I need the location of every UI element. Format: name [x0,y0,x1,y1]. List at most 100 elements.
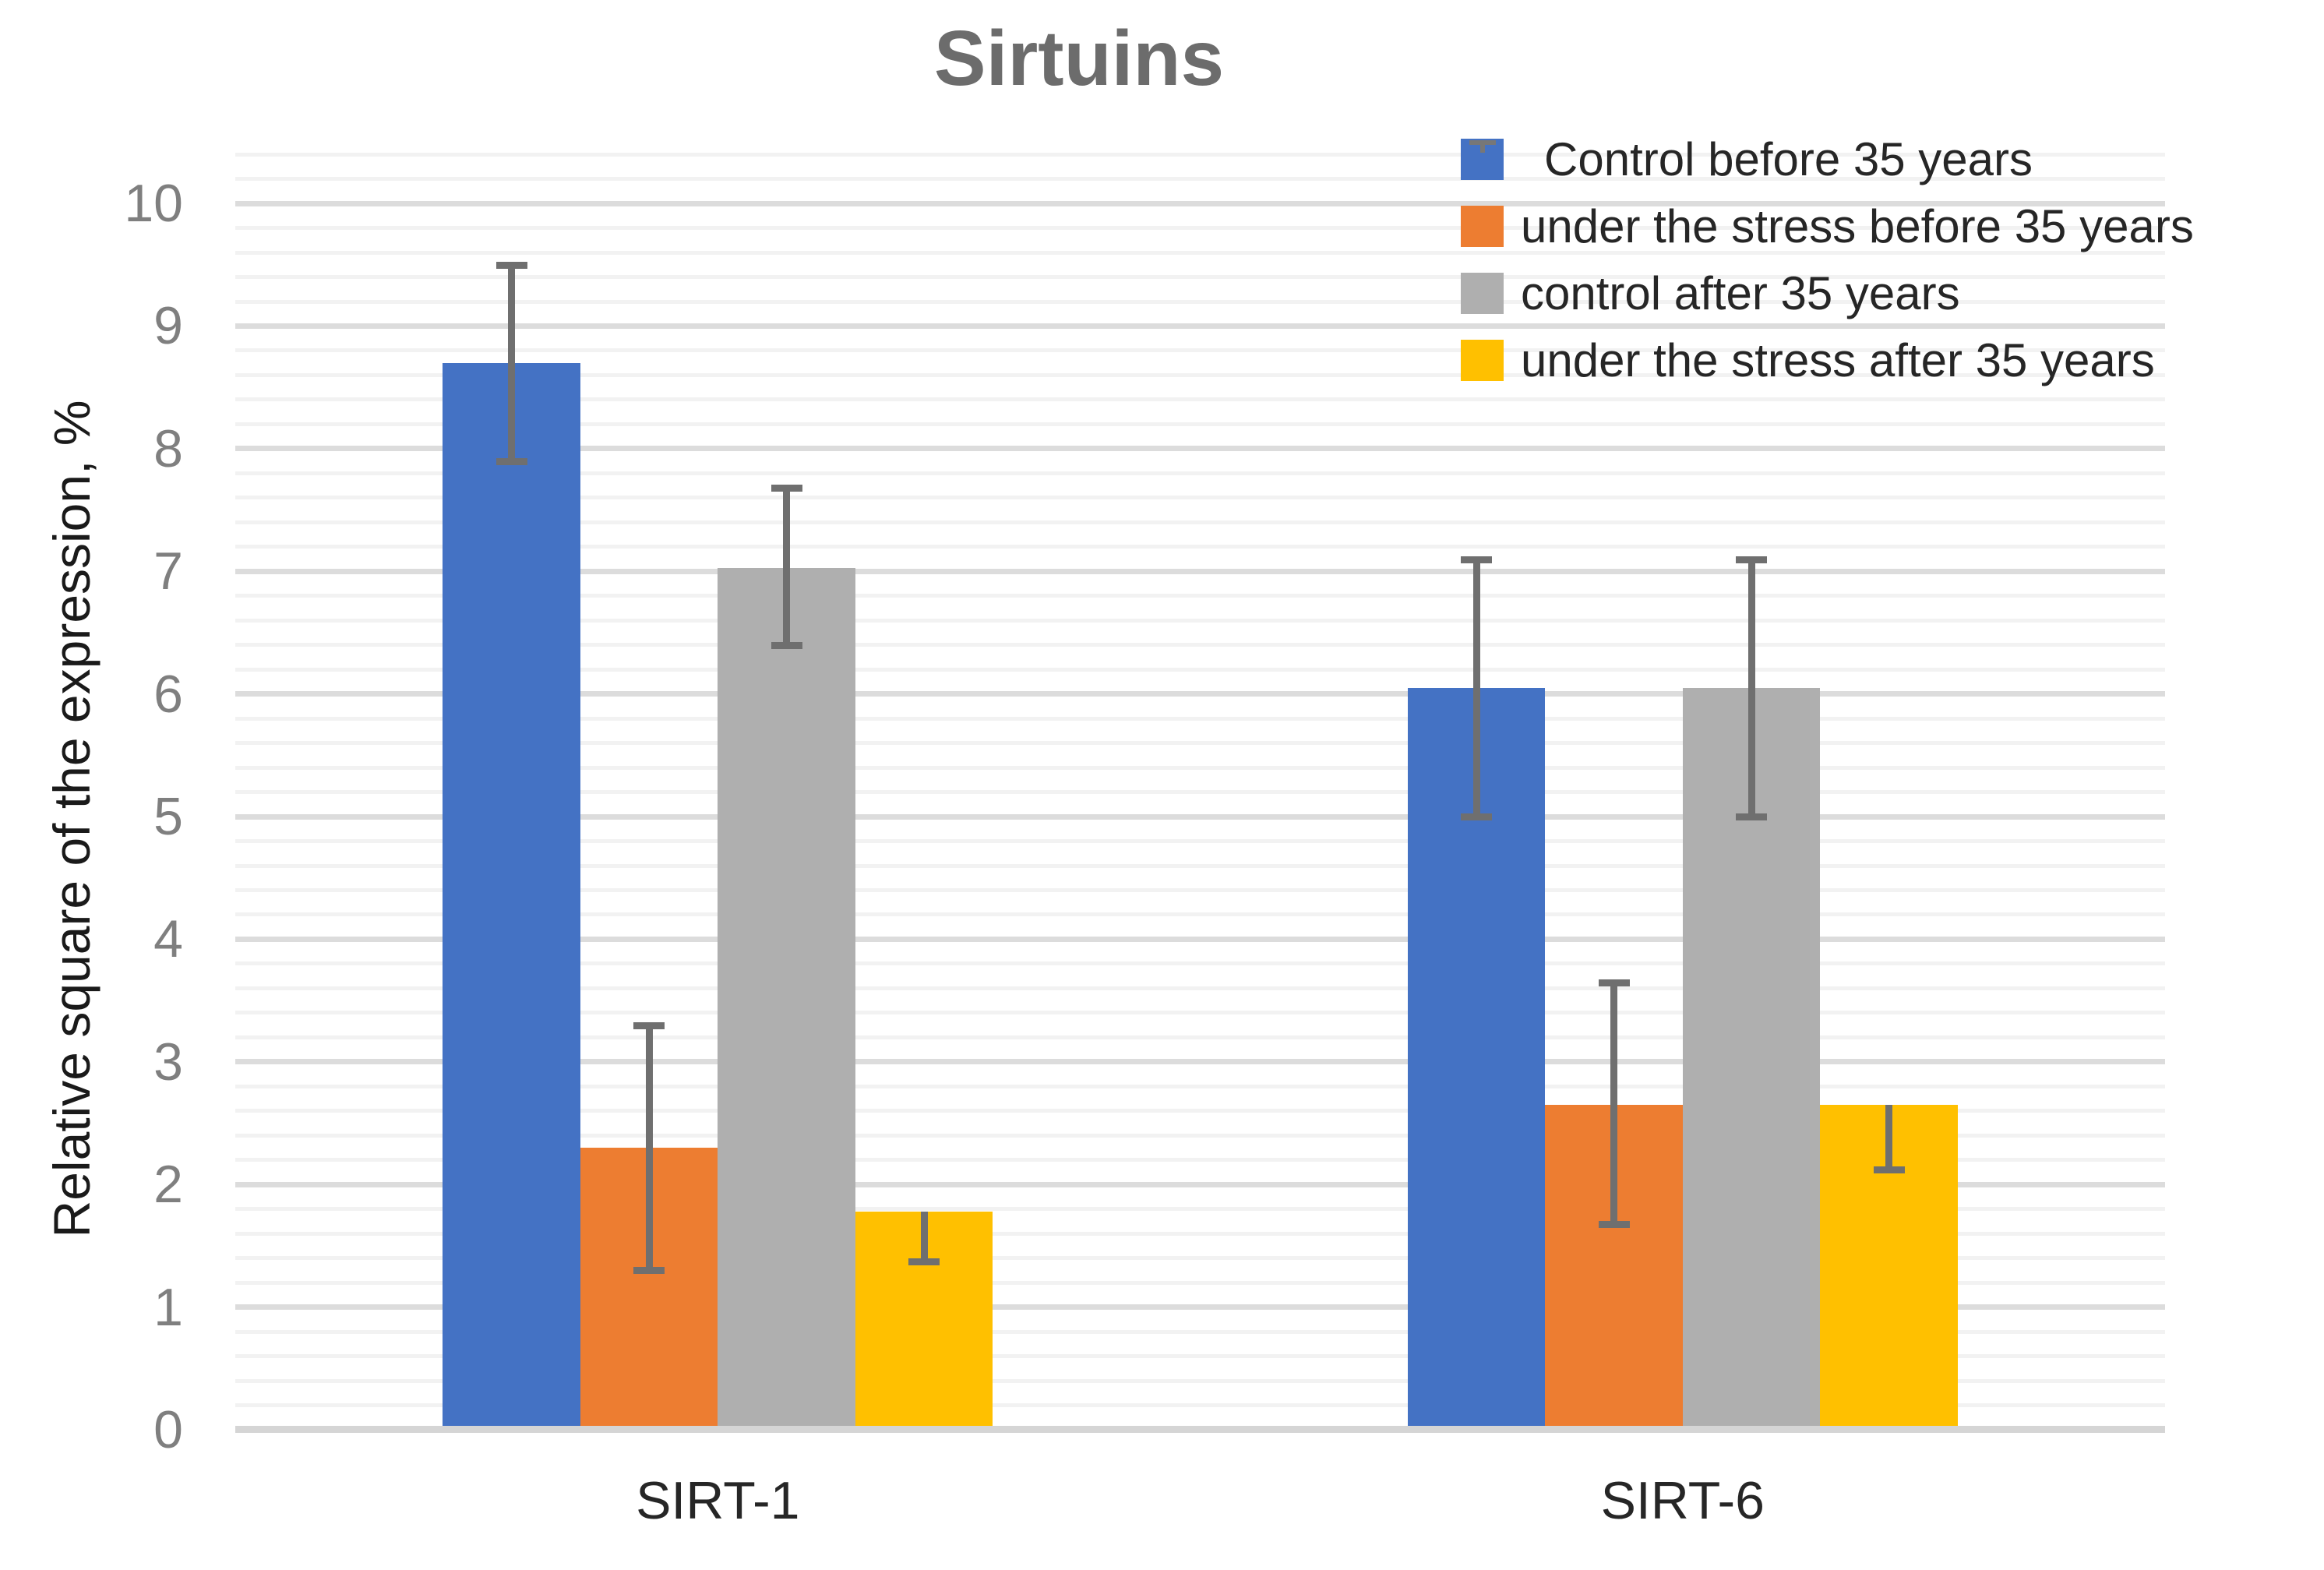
gridline-minor [235,250,2165,255]
gridline-minor [235,1207,2165,1212]
gridline-minor [235,1158,2165,1163]
error-bar-bottom-cap [771,641,802,649]
gridline-minor [235,618,2165,623]
y-tick-label: 1 [153,1277,183,1337]
gridline-minor [235,152,2165,157]
error-bar-stem [1472,559,1480,817]
y-tick-label: 10 [124,174,183,234]
gridline-minor [235,397,2165,402]
legend-label: Control before 35 years [1544,133,2033,185]
error-bar-stem [920,1211,928,1262]
y-tick-label: 0 [153,1400,183,1459]
gridline-minor [235,1109,2165,1113]
bar [443,362,580,1430]
gridline-minor [235,1329,2165,1334]
y-tick-label: 5 [153,787,183,847]
gridline-minor [235,1256,2165,1261]
y-tick-label: 8 [153,418,183,478]
gridline-minor [235,716,2165,721]
gridline-minor [235,1231,2165,1236]
y-tick-label: 6 [153,664,183,724]
gridline-minor [235,839,2165,844]
y-tick-label: 3 [153,1032,183,1092]
error-bar-stem [645,1025,653,1271]
error-bar-top-cap [771,485,802,492]
error-bar-bottom-cap [1461,813,1492,821]
error-bar-top-cap [1736,556,1767,563]
gridline-major [235,691,2165,697]
legend-swatch [1461,206,1504,247]
gridline-minor [235,471,2165,475]
gridline-major [235,936,2165,942]
error-bar-stem [1610,982,1617,1224]
legend-error-tick-icon [1469,140,1496,145]
gridline-minor [235,863,2165,868]
gridline-minor [235,299,2165,304]
legend-error-tick-stem-icon [1480,145,1485,153]
gridline-minor [235,790,2165,795]
gridline-minor [235,520,2165,524]
gridline-minor [235,594,2165,598]
plot-area [235,152,2165,1433]
legend-swatch [1461,273,1504,314]
y-tick-label: 9 [153,296,183,356]
gridline-minor [235,667,2165,672]
gridline-major [235,1304,2165,1311]
gridline-minor [235,1378,2165,1383]
x-axis-line [235,1426,2165,1433]
error-bar-top-cap [1461,556,1492,563]
legend-label: control after 35 years [1521,267,1960,319]
gridline-minor [235,912,2165,917]
gridline-major [235,1181,2165,1187]
error-bar-bottom-cap [1736,813,1767,821]
gridline-minor [235,1403,2165,1408]
gridline-minor [235,177,2165,182]
gridline-minor [235,275,2165,280]
legend-swatch [1461,340,1504,381]
error-bar-stem [1885,1104,1892,1170]
error-bar-top-cap [633,1021,665,1029]
gridline-minor [235,643,2165,647]
category-label: SIRT-6 [1600,1471,1765,1530]
legend-item: control after 35 years [1461,267,2194,319]
gridline-minor [235,1133,2165,1138]
error-bar-bottom-cap [1873,1166,1905,1174]
error-bar-top-cap [1598,979,1630,986]
category-label: SIRT-1 [636,1471,800,1530]
bar [718,567,855,1430]
gridline-major [235,813,2165,820]
y-tick-label: 4 [153,909,183,969]
gridline-minor [235,986,2165,990]
legend-item: under the stress after 35 years [1461,334,2194,386]
error-bar-bottom-cap [633,1267,665,1275]
legend-label: under the stress before 35 years [1521,200,2194,252]
y-tick-label: 7 [153,542,183,602]
gridline-minor [235,348,2165,353]
gridline-major [235,1059,2165,1065]
gridline-minor [235,372,2165,377]
legend-label: under the stress after 35 years [1521,334,2155,386]
error-bar-bottom-cap [495,457,527,465]
legend-swatch [1461,139,1504,180]
error-bar-top-cap [495,261,527,269]
legend-item: Control before 35 years [1461,133,2194,185]
gridline-minor [235,765,2165,770]
gridline-major [235,568,2165,574]
gridline-major [235,200,2165,206]
error-bar-bottom-cap [908,1258,940,1266]
gridline-minor [235,1035,2165,1039]
legend: Control before 35 years under the stress … [1461,133,2194,407]
gridline-minor [235,1084,2165,1088]
gridline-minor [235,1354,2165,1359]
error-bar-stem [783,488,790,645]
legend-item: under the stress before 35 years [1461,200,2194,252]
gridline-minor [235,545,2165,549]
gridline-minor [235,887,2165,892]
gridline-minor [235,961,2165,966]
gridline-major [235,323,2165,329]
gridline-minor [235,226,2165,231]
error-bar-stem [1747,559,1755,817]
error-bar-stem [508,264,515,461]
gridline-minor [235,422,2165,426]
